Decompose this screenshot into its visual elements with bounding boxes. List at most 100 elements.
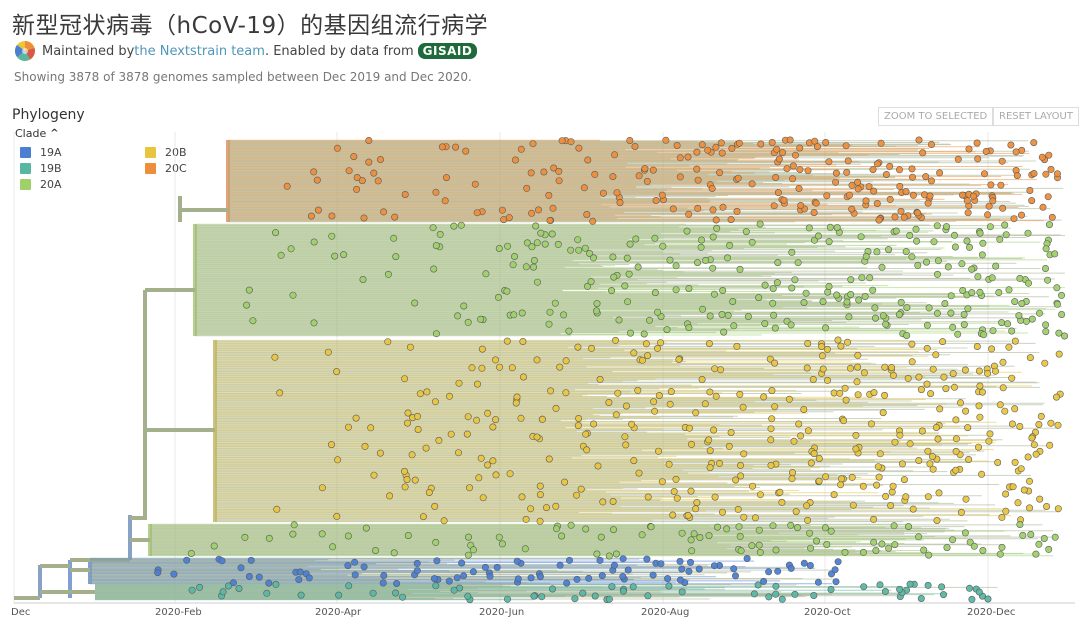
tip-dot — [340, 251, 348, 259]
tip-dot — [685, 210, 693, 218]
legend-item-20b[interactable]: 20B — [145, 146, 187, 159]
tip-dot — [651, 234, 659, 242]
tip-dot — [999, 204, 1007, 212]
tip-dot — [634, 263, 642, 271]
tip-dot — [950, 383, 958, 391]
tip-dot — [731, 572, 739, 580]
gisaid-logo[interactable]: GISAID — [417, 43, 478, 59]
tip-dot — [609, 253, 617, 261]
tip-dot — [769, 522, 777, 530]
tip-dot — [594, 462, 602, 470]
tip-dot — [765, 593, 773, 601]
tip-dot — [806, 529, 814, 537]
tip-dot — [854, 363, 862, 371]
tip-dot — [684, 153, 692, 161]
tip-dot — [351, 571, 359, 579]
tip-dot — [518, 309, 526, 317]
tip-dot — [804, 427, 812, 435]
legend-item-19a[interactable]: 19A — [20, 146, 62, 159]
tip-dot — [815, 454, 823, 462]
tip-dot — [431, 502, 439, 510]
tip-dot — [837, 475, 845, 483]
tip-dot — [1016, 422, 1024, 430]
tip-dot — [360, 214, 368, 222]
tip-dot — [574, 236, 582, 244]
tip-dot — [460, 572, 468, 580]
tip-dot — [978, 470, 986, 478]
tip-dot — [917, 594, 925, 602]
tip-dot — [922, 258, 930, 266]
tip-dot — [1044, 193, 1052, 201]
tip-dot — [404, 409, 412, 417]
tip-dot — [496, 363, 504, 371]
tip-dot — [442, 174, 450, 182]
tip-dot — [335, 591, 343, 599]
tip-dot — [917, 386, 925, 394]
tip-dot — [567, 138, 575, 146]
tip-dot — [958, 260, 966, 268]
tip-dot — [361, 442, 369, 450]
tip-dot — [458, 559, 466, 567]
tip-dot — [873, 481, 881, 489]
tip-dot — [265, 534, 273, 542]
tip-dot — [513, 393, 521, 401]
tip-dot — [909, 505, 917, 513]
tip-dot — [881, 363, 889, 371]
tip-dot — [812, 199, 820, 207]
axis-label-2020-dec: 2020-Dec — [967, 607, 1016, 618]
tip-dot — [770, 202, 778, 210]
tip-dot — [243, 301, 251, 309]
tip-dot — [384, 270, 392, 278]
tip-dot — [611, 151, 619, 159]
tip-dot — [504, 242, 512, 250]
tip-dot — [760, 577, 768, 585]
tip-dot — [845, 191, 853, 199]
tip-dot — [843, 168, 851, 176]
tip-dot — [547, 387, 555, 395]
tip-dot — [908, 165, 916, 173]
tip-dot — [718, 508, 726, 516]
tip-dot — [365, 137, 373, 145]
tip-dot — [875, 216, 883, 224]
tip-dot — [813, 143, 821, 151]
tip-dot — [296, 568, 304, 576]
tip-dot — [842, 142, 850, 150]
nextstrain-team-link[interactable]: the Nextstrain team — [134, 43, 265, 59]
tip-dot — [952, 466, 960, 474]
tip-dot — [376, 156, 384, 164]
legend-item-20a[interactable]: 20A — [20, 178, 62, 191]
tip-dot — [965, 145, 973, 153]
tip-dot — [925, 304, 933, 312]
tip-dot — [401, 375, 409, 383]
tip-dot — [748, 180, 756, 188]
tip-dot — [841, 548, 849, 556]
tip-dot — [645, 316, 653, 324]
tip-dot — [927, 177, 935, 185]
tip-dot — [403, 475, 411, 483]
legend-item-20c[interactable]: 20C — [145, 162, 187, 175]
clade-legend-toggle[interactable]: Clade ^ — [15, 127, 59, 140]
tip-dot — [843, 298, 851, 306]
legend-item-19b[interactable]: 19B — [20, 162, 62, 175]
tip-dot — [755, 541, 763, 549]
tip-dot — [1040, 534, 1048, 542]
tip-dot — [399, 593, 407, 601]
tip-dot — [909, 191, 917, 199]
tip-dot — [530, 592, 538, 600]
tip-dot — [1042, 245, 1050, 253]
tip-dot — [538, 593, 546, 601]
tip-dot — [979, 239, 987, 247]
tip-dot — [622, 441, 630, 449]
tip-dot — [842, 396, 850, 404]
tip-dot — [881, 587, 889, 595]
tip-dot — [527, 169, 535, 177]
reset-layout-button[interactable]: RESET LAYOUT — [993, 107, 1079, 126]
tip-dot — [787, 564, 795, 572]
tip-dot — [450, 222, 458, 230]
zoom-to-selected-button[interactable]: ZOOM TO SELECTED — [878, 107, 994, 126]
axis-label-2020-jun: 2020-Jun — [479, 607, 525, 618]
tip-dot — [939, 591, 947, 599]
tip-dot — [673, 494, 681, 502]
tip-dot — [527, 505, 535, 513]
